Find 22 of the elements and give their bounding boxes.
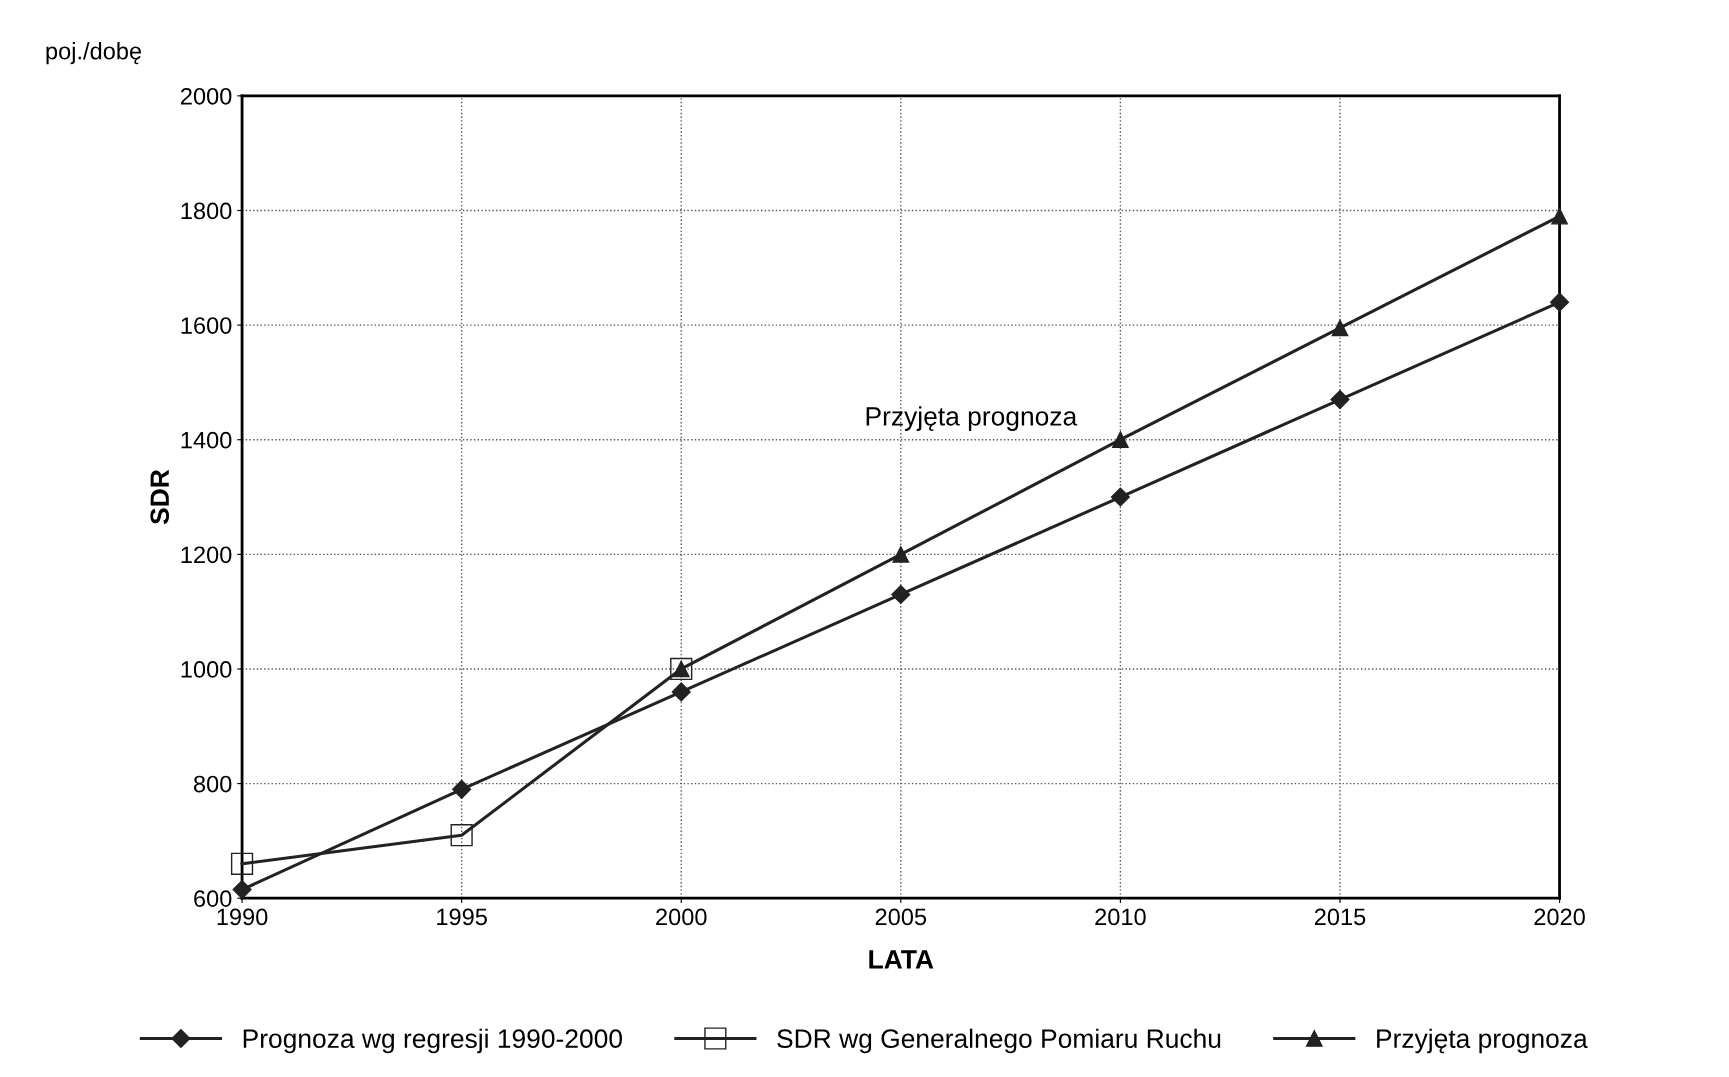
x-axis-title: LATA <box>869 950 934 969</box>
y-tick-label: 1600 <box>181 317 232 334</box>
y-tick-label: 1800 <box>181 202 232 220</box>
x-tick-label: 2010 <box>1095 908 1146 926</box>
y-tick-label: 1200 <box>181 546 232 564</box>
y-axis-title: SDR <box>150 469 170 525</box>
legend-label: Przyjęta prognoza <box>1377 1028 1588 1054</box>
y-tick-label: 1400 <box>181 431 232 449</box>
text: poj./dobę <box>46 42 142 65</box>
y-tick-label: 800 <box>193 775 232 793</box>
legend-label: SDR wg Generalnego Pomiaru Ruchu <box>777 1028 1221 1054</box>
legend-label: Prognoza wg regresji 1990-2000 <box>243 1028 622 1054</box>
x-tick-label: 2000 <box>656 908 707 926</box>
annotation: Przyjęta prognoza <box>866 406 1078 431</box>
y-tick-label: 1000 <box>181 661 232 678</box>
x-tick-label: 2005 <box>875 908 927 926</box>
x-tick-label: 2015 <box>1314 908 1366 926</box>
x-tick-label: 2020 <box>1534 908 1585 926</box>
y-tick-label: 600 <box>194 890 232 908</box>
x-tick-label: 1990 <box>217 908 268 926</box>
y-tick-label: 2000 <box>181 87 232 105</box>
x-tick-label: 1995 <box>437 908 487 926</box>
